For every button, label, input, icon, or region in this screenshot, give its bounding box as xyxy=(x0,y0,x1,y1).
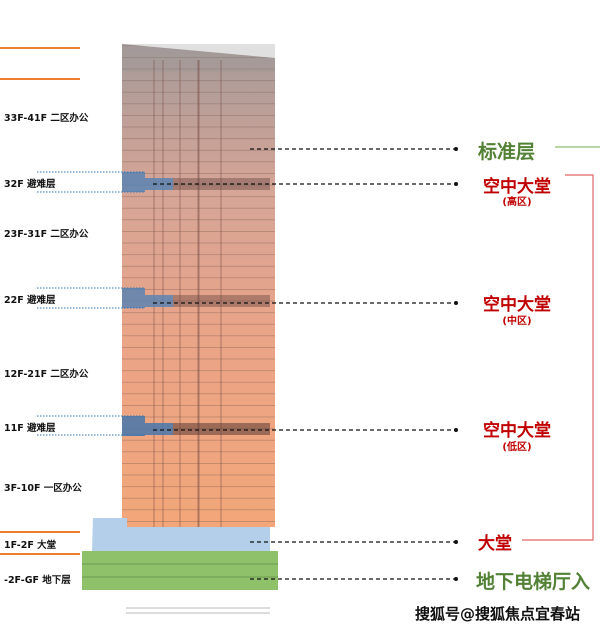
callout-sky-lobby-high: 空中大堂 xyxy=(483,177,551,197)
callout-sky-lobby-high-sub: (高区) xyxy=(502,197,532,208)
refuge-floor-22f xyxy=(122,288,270,308)
refuge-floor-guides xyxy=(37,171,145,436)
refuge-floor-32f xyxy=(122,172,270,192)
refuge-floor-11f xyxy=(122,416,270,436)
basement-zone xyxy=(82,551,278,590)
leader-dots xyxy=(454,147,458,581)
zone-divider-lines xyxy=(0,47,80,555)
callout-lobby: 大堂 xyxy=(478,534,512,554)
floor-label-1f-2f: 1F-2F 大堂 xyxy=(4,540,57,551)
floor-label-22f: 22F 避难层 xyxy=(4,295,56,306)
watermark: 搜狐号@搜狐焦点宜春站 xyxy=(415,605,581,623)
callout-sky-lobby-mid-sub: (中区) xyxy=(502,316,532,327)
basement-floor-lines xyxy=(82,563,278,578)
floor-label-12f-21f: 12F-21F 二区办公 xyxy=(4,369,89,380)
core-lines xyxy=(153,60,222,590)
callout-sky-lobby-low-sub: (低区) xyxy=(502,442,532,453)
floor-label-32f: 32F 避难层 xyxy=(4,179,56,190)
lobby-zone xyxy=(92,518,270,551)
callout-standard-floor: 标准层 xyxy=(478,141,536,163)
callout-sky-lobby-low: 空中大堂 xyxy=(483,421,551,441)
floor-label-11f: 11F 避难层 xyxy=(4,423,56,434)
floor-label-basement: -2F-GF 地下层 xyxy=(4,575,71,586)
callout-sky-lobby-mid: 空中大堂 xyxy=(483,295,551,315)
leader-lines xyxy=(153,148,455,580)
callout-basement-elevator-hall: 地下电梯厅入 xyxy=(476,571,591,593)
dimension-lines xyxy=(126,607,270,614)
floor-label-33f-41f: 33F-41F 二区办公 xyxy=(4,113,89,124)
roof-crown xyxy=(122,44,275,72)
floor-label-3f-10f: 3F-10F 一区办公 xyxy=(4,483,82,494)
tower-floor-lines xyxy=(122,44,275,527)
sky-lobby-bracket xyxy=(522,174,594,541)
floor-label-23f-31f: 23F-31F 二区办公 xyxy=(4,229,89,240)
